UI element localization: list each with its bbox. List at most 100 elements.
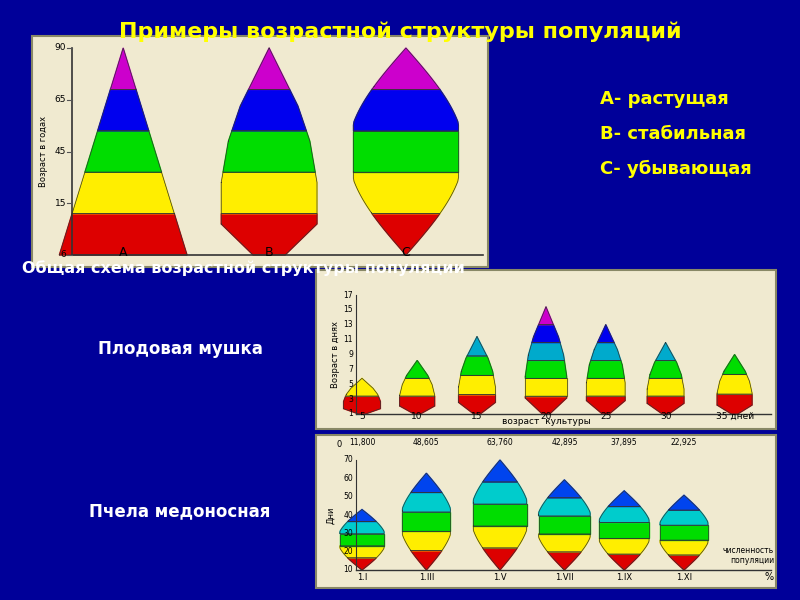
Polygon shape	[647, 379, 684, 396]
Polygon shape	[458, 376, 495, 395]
Text: 1.XI: 1.XI	[676, 573, 692, 582]
Polygon shape	[599, 538, 649, 554]
Text: 5: 5	[348, 380, 353, 389]
Text: возраст  культуры: возраст культуры	[502, 417, 590, 426]
Polygon shape	[348, 509, 376, 521]
Polygon shape	[406, 361, 429, 379]
Polygon shape	[340, 521, 384, 534]
Text: 9: 9	[348, 350, 353, 359]
Text: А- растущая: А- растущая	[600, 90, 729, 108]
Polygon shape	[586, 396, 625, 414]
Text: В- стабильная: В- стабильная	[600, 125, 746, 143]
Polygon shape	[722, 355, 746, 374]
Text: С- убывающая: С- убывающая	[600, 160, 752, 178]
Polygon shape	[538, 307, 554, 325]
Polygon shape	[411, 551, 442, 570]
Polygon shape	[461, 356, 494, 376]
Polygon shape	[402, 493, 450, 512]
Text: Примеры возрастной структуры популяций: Примеры возрастной структуры популяций	[118, 22, 682, 43]
Polygon shape	[647, 396, 684, 414]
Text: А: А	[119, 246, 127, 259]
Polygon shape	[548, 480, 581, 498]
Polygon shape	[348, 558, 376, 570]
Polygon shape	[650, 361, 682, 379]
Text: 10: 10	[343, 565, 353, 575]
Text: 6: 6	[60, 250, 66, 259]
Text: 7: 7	[348, 365, 353, 374]
Polygon shape	[372, 48, 440, 89]
Polygon shape	[411, 473, 442, 493]
Polygon shape	[660, 510, 708, 525]
Polygon shape	[110, 48, 136, 89]
Polygon shape	[474, 526, 526, 548]
Text: 30: 30	[343, 529, 353, 538]
Text: 15: 15	[54, 199, 66, 208]
Text: 30: 30	[660, 412, 671, 421]
Polygon shape	[372, 214, 440, 255]
Polygon shape	[656, 343, 675, 361]
Polygon shape	[474, 482, 526, 504]
Polygon shape	[538, 498, 590, 516]
Text: 70: 70	[343, 455, 353, 464]
Polygon shape	[458, 395, 495, 414]
Text: 20: 20	[540, 412, 552, 421]
Polygon shape	[526, 361, 566, 379]
Polygon shape	[669, 495, 699, 510]
Polygon shape	[400, 396, 434, 414]
Polygon shape	[249, 48, 290, 89]
Text: %: %	[765, 572, 774, 582]
Polygon shape	[232, 89, 306, 131]
Polygon shape	[660, 525, 708, 540]
Text: 5: 5	[359, 412, 365, 421]
Text: С: С	[402, 246, 410, 259]
Text: 1.III: 1.III	[418, 573, 434, 582]
Polygon shape	[354, 89, 458, 131]
Text: 42,895: 42,895	[551, 438, 578, 447]
Text: 50: 50	[343, 492, 353, 501]
Polygon shape	[85, 131, 162, 172]
Text: 65: 65	[54, 95, 66, 104]
Polygon shape	[660, 540, 708, 555]
Polygon shape	[59, 214, 187, 255]
Text: Возраст в годах: Возраст в годах	[39, 116, 49, 187]
Polygon shape	[474, 504, 526, 526]
Polygon shape	[222, 214, 317, 255]
Text: 13: 13	[343, 320, 353, 329]
Polygon shape	[354, 172, 458, 214]
Polygon shape	[223, 131, 315, 172]
Text: Пчела медоносная: Пчела медоносная	[90, 503, 270, 520]
Polygon shape	[717, 394, 752, 414]
Text: 15: 15	[343, 305, 353, 314]
Text: 0: 0	[336, 440, 342, 449]
Text: 45: 45	[54, 147, 66, 156]
Text: 1.V: 1.V	[493, 573, 507, 582]
FancyBboxPatch shape	[316, 435, 776, 588]
Polygon shape	[98, 89, 149, 131]
Polygon shape	[467, 337, 487, 356]
Text: 22,925: 22,925	[671, 438, 697, 447]
Text: 1: 1	[348, 410, 353, 419]
Text: Возраст в днях: Возраст в днях	[331, 321, 341, 388]
Text: 11: 11	[343, 335, 353, 344]
Text: Общая схема возрастной структуры популяции: Общая схема возрастной структуры популяц…	[22, 260, 465, 276]
Polygon shape	[354, 131, 458, 172]
Polygon shape	[402, 531, 450, 551]
Polygon shape	[599, 506, 649, 523]
Text: 1.VII: 1.VII	[555, 573, 574, 582]
Polygon shape	[340, 534, 384, 546]
Text: 20: 20	[343, 547, 353, 556]
Polygon shape	[586, 379, 625, 396]
Text: Плодовая мушка: Плодовая мушка	[98, 340, 262, 359]
Text: 17: 17	[343, 290, 353, 299]
Polygon shape	[482, 548, 518, 570]
Polygon shape	[669, 555, 699, 570]
Polygon shape	[538, 516, 590, 534]
Polygon shape	[340, 546, 384, 558]
Polygon shape	[548, 552, 581, 570]
Polygon shape	[608, 491, 640, 506]
Polygon shape	[538, 534, 590, 552]
Text: 48,605: 48,605	[413, 438, 440, 447]
Text: 1.I: 1.I	[357, 573, 367, 582]
Text: 37,895: 37,895	[611, 438, 638, 447]
Polygon shape	[526, 379, 566, 396]
